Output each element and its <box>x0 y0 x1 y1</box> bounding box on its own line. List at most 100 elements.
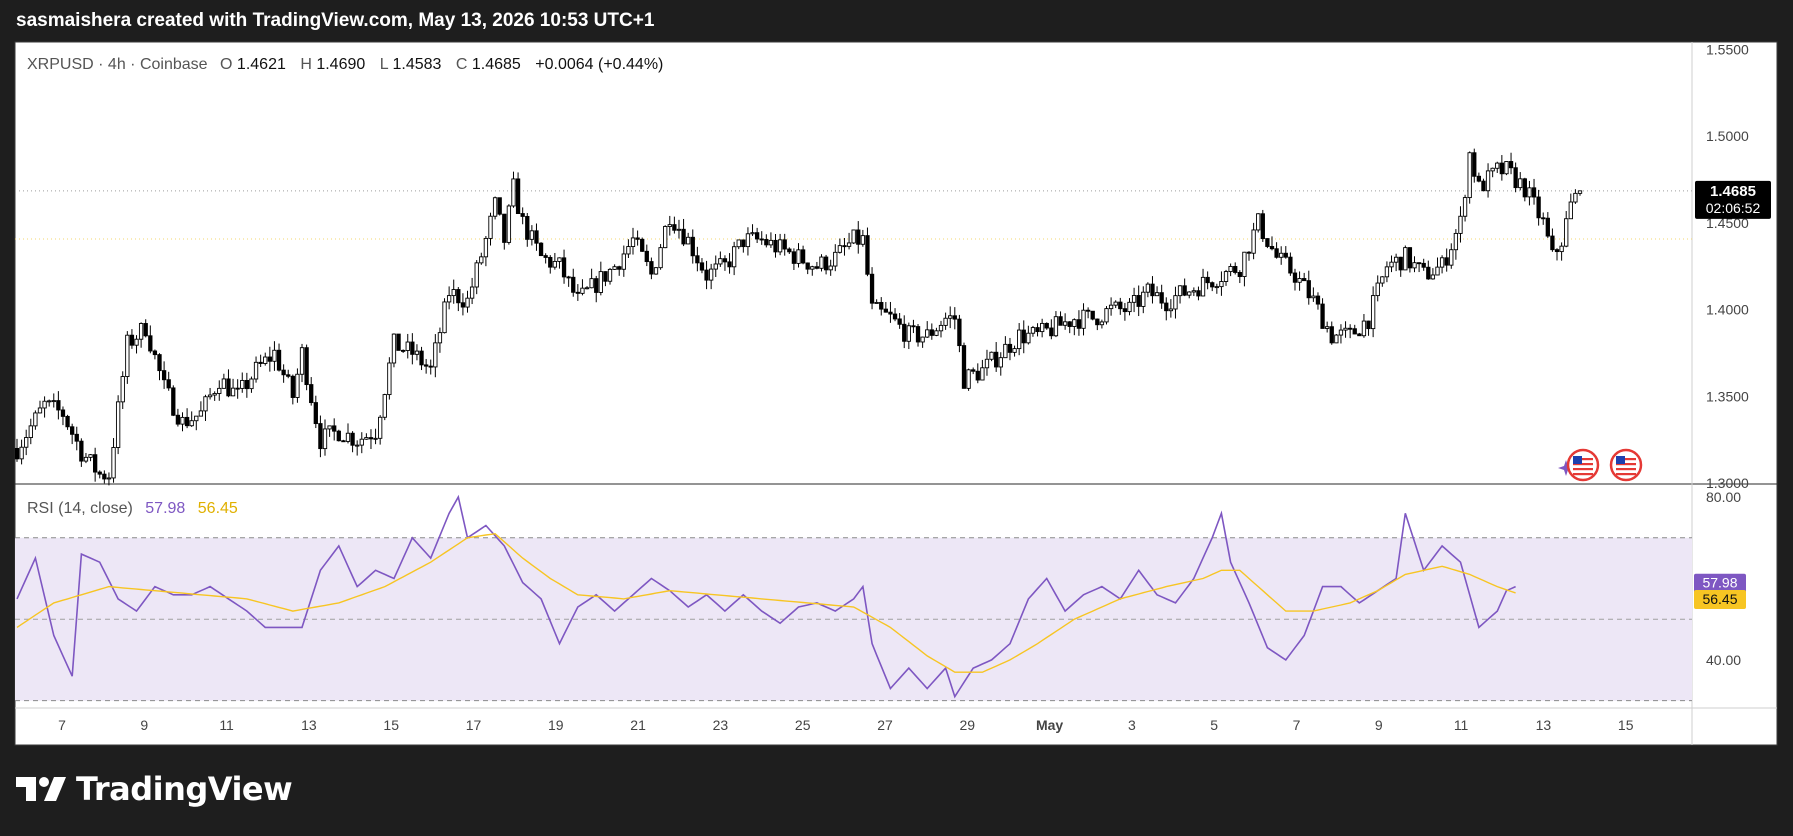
candle-body <box>713 263 718 270</box>
candle-body <box>736 239 741 248</box>
candle-body <box>267 356 272 362</box>
candle-body <box>980 367 985 381</box>
candle-body <box>1058 316 1063 326</box>
candle-body <box>341 440 346 443</box>
candle-body <box>451 289 456 297</box>
candle-body <box>1173 295 1178 310</box>
candle-body <box>911 325 916 328</box>
candle-body <box>1315 295 1321 305</box>
candle-body <box>309 384 314 404</box>
candle-body <box>722 258 728 263</box>
candle-body <box>814 266 820 269</box>
event-icons[interactable] <box>1558 448 1643 482</box>
candle-body <box>1518 178 1523 189</box>
candle-body <box>37 407 43 414</box>
candle-body <box>1297 278 1302 283</box>
candle-body <box>1311 295 1316 299</box>
candle-body <box>525 215 530 240</box>
candle-body <box>336 430 341 442</box>
time-axis[interactable]: 7 9 11 13 15 17 19 21 23 25 27 29 May 3 5 7 9 11 13 15 <box>58 717 1634 733</box>
candle-body <box>322 428 328 450</box>
candle-body <box>672 224 677 231</box>
time-tick-label: 9 <box>140 717 148 733</box>
candle-body <box>1274 248 1279 258</box>
candlestick-series <box>14 148 1583 486</box>
candle-body <box>1577 190 1583 194</box>
candle-body <box>221 378 227 389</box>
candle-body <box>925 329 930 338</box>
us-flag-icon[interactable] <box>1566 448 1600 482</box>
candle-body <box>948 315 953 319</box>
candle-body <box>1035 327 1040 333</box>
candle-body <box>1430 274 1436 280</box>
candle-body <box>1233 266 1238 273</box>
candle-body <box>332 425 337 432</box>
candle-body <box>1485 170 1491 192</box>
candle-body <box>915 326 921 343</box>
candle-body <box>998 357 1003 368</box>
candle-body <box>920 336 925 343</box>
time-tick-label: 11 <box>1454 717 1469 733</box>
candle-body <box>1357 333 1362 337</box>
candle-body <box>1039 322 1045 333</box>
candle-body <box>1302 278 1307 282</box>
candle-body <box>571 276 576 293</box>
candle-body <box>42 400 47 409</box>
candle-body <box>1122 308 1128 313</box>
candle-body <box>79 440 84 462</box>
candle-body <box>1329 326 1334 344</box>
candle-body <box>479 256 484 264</box>
candle-body <box>902 323 907 342</box>
candle-body <box>230 387 236 397</box>
candle-body <box>594 278 599 293</box>
candle-body <box>1099 321 1105 326</box>
price-axis[interactable]: 1.5500 1.5000 1.4500 1.4000 1.3500 1.3000 <box>1706 41 1749 491</box>
candle-body <box>1541 217 1546 220</box>
candle-body <box>1444 257 1449 266</box>
candle-body <box>598 271 603 293</box>
candle-body <box>350 432 355 446</box>
rsi-tick-label: 40.00 <box>1706 652 1741 668</box>
candle-body <box>1564 218 1569 247</box>
candle-body <box>929 329 934 336</box>
rsi-legend-ma-value: 56.45 <box>198 500 238 517</box>
candle-body <box>1554 249 1560 253</box>
time-tick-label: 13 <box>301 717 317 733</box>
us-flag-icon[interactable] <box>1609 448 1643 482</box>
candle-body <box>640 238 645 252</box>
candle-body <box>88 454 93 458</box>
candle-body <box>1499 162 1505 175</box>
candle-body <box>249 378 254 390</box>
time-tick-label: 17 <box>466 717 482 733</box>
candle-body <box>1118 301 1123 310</box>
candle-body <box>971 369 976 372</box>
candle-body <box>401 349 406 352</box>
legend-o-value: 1.4621 <box>237 56 286 73</box>
candle-body <box>446 295 452 303</box>
candle-body <box>492 197 498 217</box>
candle-body <box>1288 256 1293 274</box>
candle-body <box>1380 276 1385 284</box>
rsi-legend-value: 57.98 <box>145 500 185 517</box>
candle-body <box>745 233 751 248</box>
candle-body <box>1439 257 1445 268</box>
candle-body <box>511 178 516 207</box>
candle-body <box>1426 266 1431 280</box>
candle-body <box>318 423 323 450</box>
candle-body <box>787 248 792 253</box>
candle-body <box>1559 245 1564 253</box>
rsi-value-tag: 57.98 <box>1694 573 1746 593</box>
time-tick-label: 13 <box>1536 717 1552 733</box>
candle-body <box>865 235 870 275</box>
candle-body <box>1421 262 1426 268</box>
price-tick-label: 1.3000 <box>1706 475 1749 491</box>
candle-body <box>1458 215 1463 234</box>
candle-body <box>1214 286 1219 289</box>
legend-l-value: 1.4583 <box>392 56 441 73</box>
candle-body <box>1366 320 1371 330</box>
candle-body <box>892 313 898 320</box>
candle-body <box>359 438 364 446</box>
candle-body <box>538 242 544 257</box>
candle-body <box>286 374 291 377</box>
